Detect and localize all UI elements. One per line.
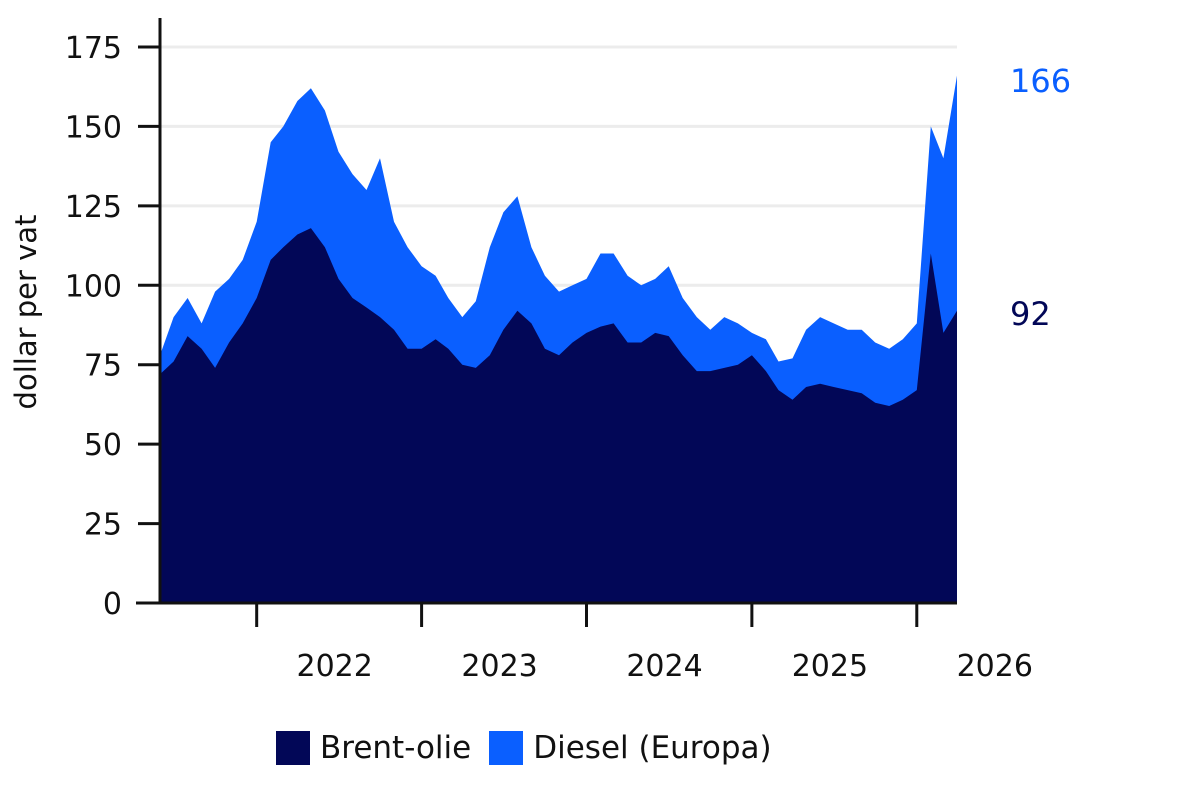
end-label-diesel: 166 — [1010, 62, 1071, 100]
legend-swatch-diesel — [489, 731, 524, 765]
x-tick-label: 2025 — [792, 649, 868, 684]
series-area-brent — [160, 228, 957, 603]
y-tick-label: 150 — [65, 110, 122, 145]
legend: Brent-olie Diesel (Europa) — [276, 730, 790, 766]
y-tick-label: 25 — [84, 508, 122, 543]
legend-label-diesel: Diesel (Europa) — [533, 730, 772, 766]
y-tick-label: 75 — [84, 349, 122, 384]
y-axis-title: dollar per vat — [9, 215, 43, 410]
legend-swatch-brent — [276, 731, 310, 765]
x-tick-label: 2026 — [957, 649, 1033, 684]
x-tick-label: 2023 — [461, 649, 537, 684]
end-labels: 166 92 — [1010, 62, 1071, 333]
legend-item-brent: Brent-olie — [276, 730, 471, 766]
y-tick-label: 0 — [103, 587, 122, 622]
x-tick-label: 2024 — [626, 649, 702, 684]
legend-item-diesel: Diesel (Europa) — [489, 730, 772, 766]
y-tick-label: 125 — [65, 190, 122, 225]
x-tick-label: 2022 — [297, 649, 373, 684]
series-areas — [160, 75, 957, 604]
x-axis: 2022 2023 2024 2025 2026 — [136, 601, 1033, 684]
legend-label-brent: Brent-olie — [320, 730, 472, 766]
y-axis: 0 25 50 75 100 125 150 175 — [65, 18, 162, 622]
y-tick-label: 100 — [65, 269, 122, 304]
y-tick-label: 50 — [84, 428, 122, 463]
end-label-brent: 92 — [1010, 295, 1051, 333]
y-tick-label: 175 — [65, 31, 122, 66]
